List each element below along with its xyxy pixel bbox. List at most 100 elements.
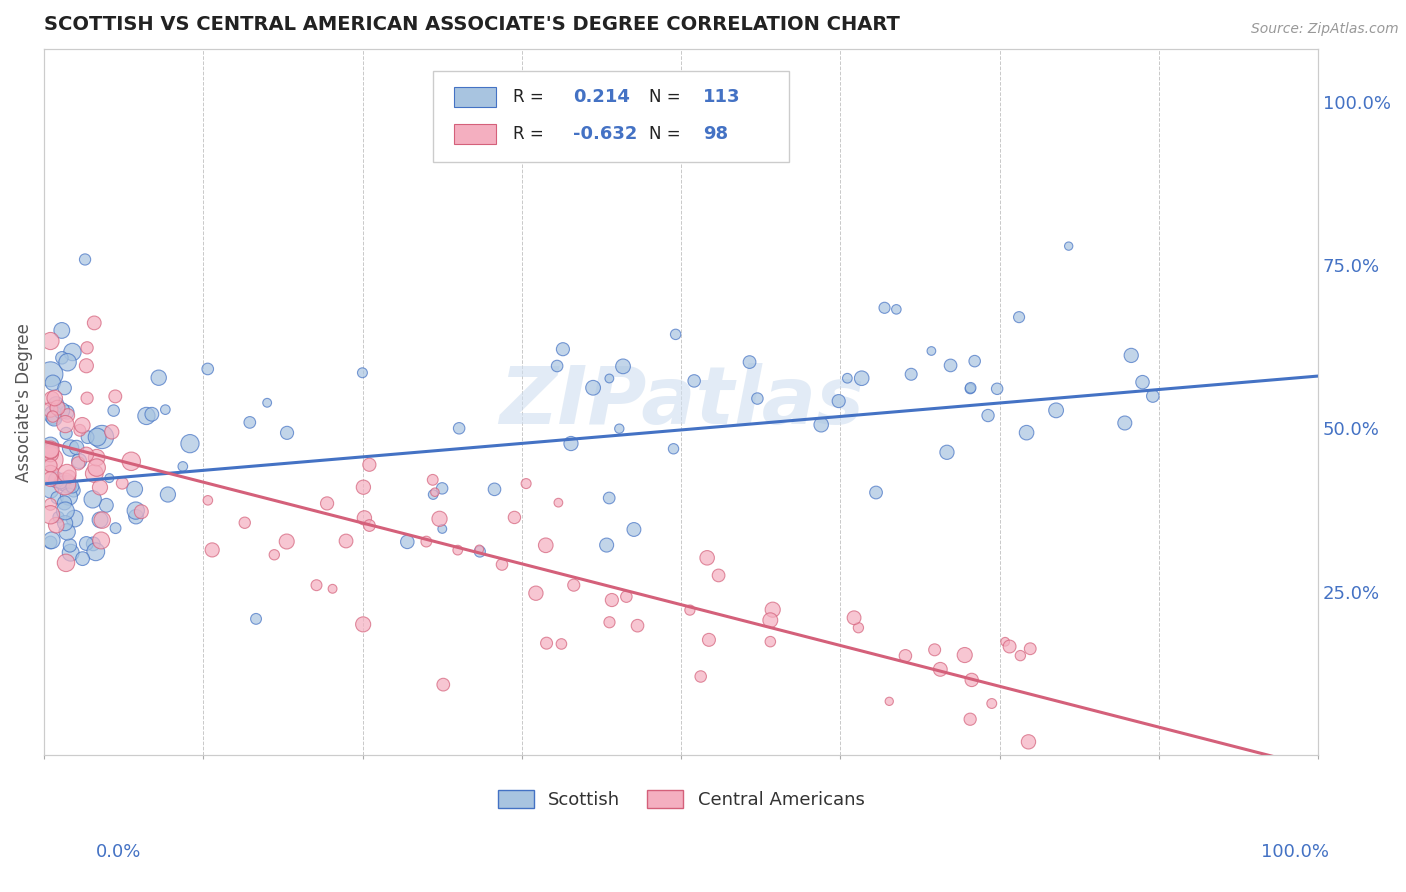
Point — [55, 426, 77, 441]
Point — [415, 534, 437, 549]
Point — [873, 301, 896, 315]
Point — [352, 617, 374, 632]
Point — [547, 496, 569, 510]
Point — [936, 445, 959, 459]
Point — [39, 467, 62, 481]
Point — [76, 430, 98, 444]
Point — [626, 618, 648, 632]
Point — [76, 391, 98, 405]
Point — [104, 521, 127, 535]
Point — [96, 498, 118, 512]
Point — [39, 438, 62, 452]
Point — [422, 473, 444, 487]
Point — [39, 452, 62, 467]
Point — [359, 458, 381, 472]
Point — [665, 327, 688, 342]
Point — [1045, 403, 1067, 417]
Point — [1017, 735, 1039, 749]
Point — [83, 467, 105, 481]
Point — [45, 397, 67, 411]
Point — [900, 368, 922, 382]
Text: 98: 98 — [703, 125, 728, 143]
Point — [837, 371, 859, 385]
Point — [39, 535, 62, 549]
Point — [53, 417, 76, 431]
Point — [46, 401, 69, 415]
Point — [738, 355, 761, 369]
Point — [156, 487, 179, 501]
Point — [53, 516, 76, 530]
Point — [58, 490, 80, 504]
Point — [612, 359, 634, 374]
Point — [39, 472, 62, 486]
Point — [352, 366, 374, 380]
Bar — [454, 124, 496, 144]
Point — [65, 441, 87, 455]
Point — [98, 471, 121, 485]
Point — [828, 394, 851, 409]
Point — [91, 430, 114, 444]
Point — [56, 524, 79, 539]
Point — [83, 316, 105, 330]
Point — [197, 493, 219, 508]
Point — [125, 503, 148, 517]
Point — [810, 417, 832, 432]
Point — [39, 444, 62, 458]
Text: Source: ZipAtlas.com: Source: ZipAtlas.com — [1251, 22, 1399, 37]
Point — [1121, 348, 1143, 362]
Text: N =: N = — [650, 125, 686, 143]
Point — [276, 425, 298, 440]
Point — [86, 460, 108, 475]
Point — [125, 509, 148, 524]
Text: -0.632: -0.632 — [572, 125, 637, 143]
Point — [41, 533, 63, 548]
Legend: Scottish, Central Americans: Scottish, Central Americans — [491, 782, 872, 816]
Point — [598, 371, 620, 385]
Point — [848, 621, 870, 635]
Point — [534, 538, 557, 552]
Point — [886, 302, 908, 317]
Text: R =: R = — [513, 125, 548, 143]
Point — [89, 480, 111, 494]
Text: 100.0%: 100.0% — [1261, 843, 1329, 861]
Point — [432, 522, 454, 536]
Point — [39, 402, 62, 417]
Text: ZIPatlas: ZIPatlas — [499, 363, 863, 442]
Point — [953, 648, 976, 662]
Point — [172, 459, 194, 474]
Point — [67, 454, 90, 468]
Point — [58, 477, 80, 491]
Point — [53, 504, 76, 518]
Point — [422, 487, 444, 501]
Point — [44, 391, 66, 405]
Point — [1057, 239, 1080, 253]
Point — [42, 376, 65, 390]
Point — [49, 475, 72, 490]
Point — [124, 482, 146, 496]
Point — [103, 403, 125, 417]
Point — [276, 534, 298, 549]
Point — [877, 694, 900, 708]
Point — [39, 442, 62, 457]
Point — [582, 381, 605, 395]
Point — [148, 370, 170, 384]
Point — [51, 323, 73, 337]
Point — [82, 492, 104, 507]
Point — [42, 408, 65, 422]
Point — [929, 662, 952, 676]
Point — [536, 636, 558, 650]
Point — [697, 632, 720, 647]
Point — [550, 637, 572, 651]
Point — [960, 673, 983, 687]
Point — [994, 634, 1017, 648]
Text: 0.0%: 0.0% — [96, 843, 141, 861]
Point — [851, 371, 873, 385]
Point — [335, 533, 357, 548]
Point — [353, 511, 375, 525]
Point — [51, 351, 73, 365]
Point — [263, 548, 285, 562]
Point — [920, 343, 942, 358]
Point — [429, 512, 451, 526]
Point — [977, 409, 1000, 423]
Point — [546, 359, 568, 373]
